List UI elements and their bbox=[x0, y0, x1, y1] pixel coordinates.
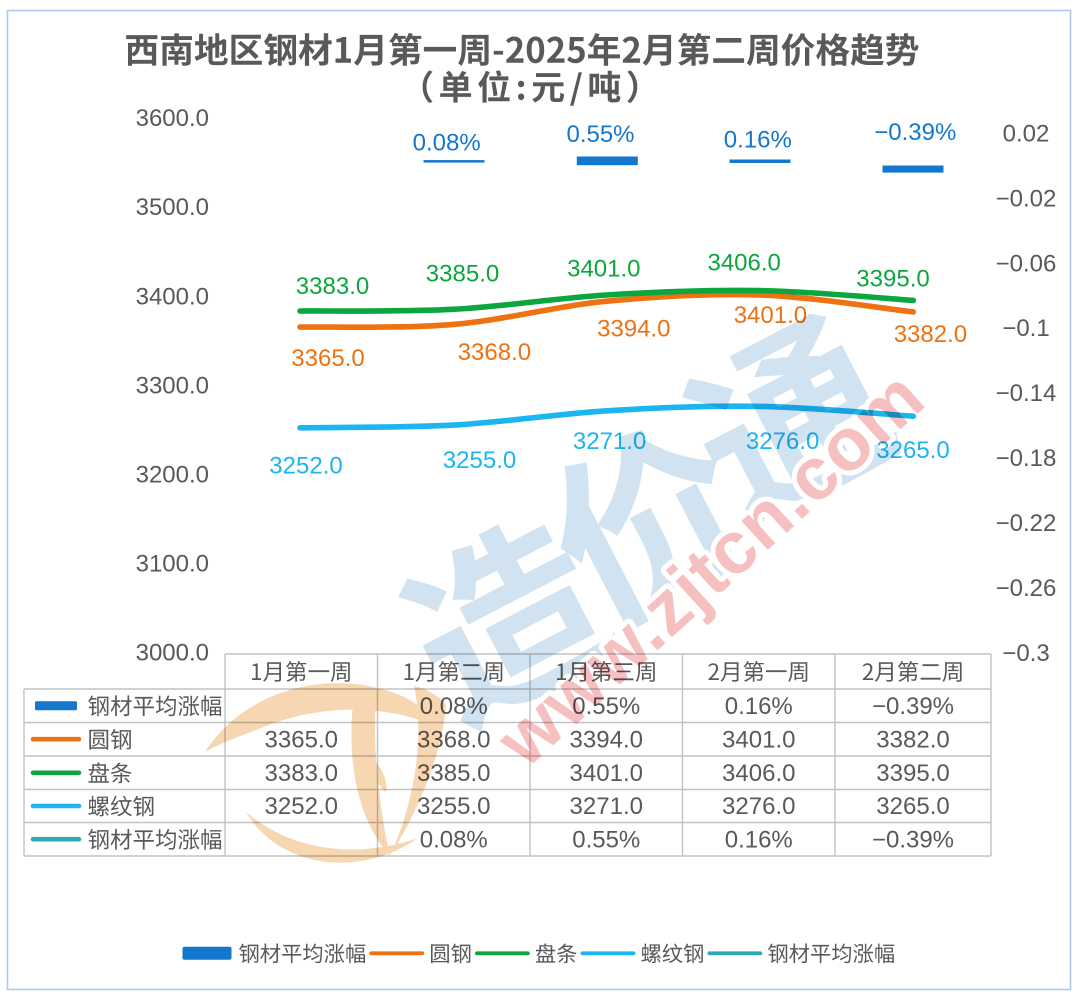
svg-text:3368.0: 3368.0 bbox=[458, 339, 531, 366]
svg-text:0.16%: 0.16% bbox=[725, 827, 793, 854]
svg-text:3401.0: 3401.0 bbox=[570, 760, 643, 787]
svg-text:3252.0: 3252.0 bbox=[265, 793, 338, 820]
svg-text:3252.0: 3252.0 bbox=[269, 452, 342, 479]
svg-text:−0.3: −0.3 bbox=[1002, 640, 1049, 667]
svg-text:3271.0: 3271.0 bbox=[570, 793, 643, 820]
svg-text:3394.0: 3394.0 bbox=[570, 727, 643, 754]
svg-text:3401.0: 3401.0 bbox=[722, 727, 795, 754]
svg-text:3382.0: 3382.0 bbox=[894, 321, 967, 348]
svg-text:0.55%: 0.55% bbox=[572, 693, 640, 720]
svg-text:3365.0: 3365.0 bbox=[291, 345, 364, 372]
svg-text:3400.0: 3400.0 bbox=[136, 283, 209, 310]
svg-text:0.55%: 0.55% bbox=[572, 827, 640, 854]
svg-text:0.16%: 0.16% bbox=[725, 693, 793, 720]
svg-text:−0.02: −0.02 bbox=[996, 185, 1057, 212]
svg-text:3382.0: 3382.0 bbox=[876, 727, 949, 754]
svg-text:−0.18: −0.18 bbox=[996, 445, 1057, 472]
svg-text:3255.0: 3255.0 bbox=[417, 793, 490, 820]
svg-text:3395.0: 3395.0 bbox=[856, 265, 929, 292]
svg-text:3383.0: 3383.0 bbox=[265, 760, 338, 787]
svg-text:−0.22: −0.22 bbox=[996, 510, 1057, 537]
svg-text:3383.0: 3383.0 bbox=[296, 273, 369, 300]
svg-text:3276.0: 3276.0 bbox=[722, 793, 795, 820]
svg-text:0.08%: 0.08% bbox=[413, 130, 481, 157]
svg-text:3600.0: 3600.0 bbox=[136, 105, 209, 132]
svg-text:−0.39%: −0.39% bbox=[874, 119, 956, 146]
svg-text:3000.0: 3000.0 bbox=[136, 640, 209, 667]
svg-text:3265.0: 3265.0 bbox=[876, 793, 949, 820]
svg-text:3365.0: 3365.0 bbox=[265, 727, 338, 754]
svg-text:3300.0: 3300.0 bbox=[136, 372, 209, 399]
svg-text:3394.0: 3394.0 bbox=[597, 315, 670, 342]
svg-text:3395.0: 3395.0 bbox=[876, 760, 949, 787]
svg-text:3100.0: 3100.0 bbox=[136, 551, 209, 578]
svg-text:−0.39%: −0.39% bbox=[872, 693, 954, 720]
svg-text:−0.26: −0.26 bbox=[996, 575, 1057, 602]
svg-text:−0.1: −0.1 bbox=[1002, 315, 1049, 342]
svg-text:3200.0: 3200.0 bbox=[136, 462, 209, 489]
svg-text:0.02: 0.02 bbox=[1003, 120, 1050, 147]
svg-text:−0.14: −0.14 bbox=[996, 380, 1057, 407]
svg-text:3401.0: 3401.0 bbox=[567, 255, 640, 282]
svg-text:3385.0: 3385.0 bbox=[426, 261, 499, 288]
svg-text:3255.0: 3255.0 bbox=[443, 447, 516, 474]
svg-text:3406.0: 3406.0 bbox=[722, 760, 795, 787]
svg-text:3500.0: 3500.0 bbox=[136, 194, 209, 221]
svg-text:0.16%: 0.16% bbox=[724, 126, 792, 153]
svg-text:−0.39%: −0.39% bbox=[872, 827, 954, 854]
svg-text:3406.0: 3406.0 bbox=[707, 250, 780, 277]
svg-text:−0.06: −0.06 bbox=[996, 250, 1057, 277]
svg-text:0.08%: 0.08% bbox=[420, 827, 488, 854]
svg-text:0.55%: 0.55% bbox=[566, 121, 634, 148]
